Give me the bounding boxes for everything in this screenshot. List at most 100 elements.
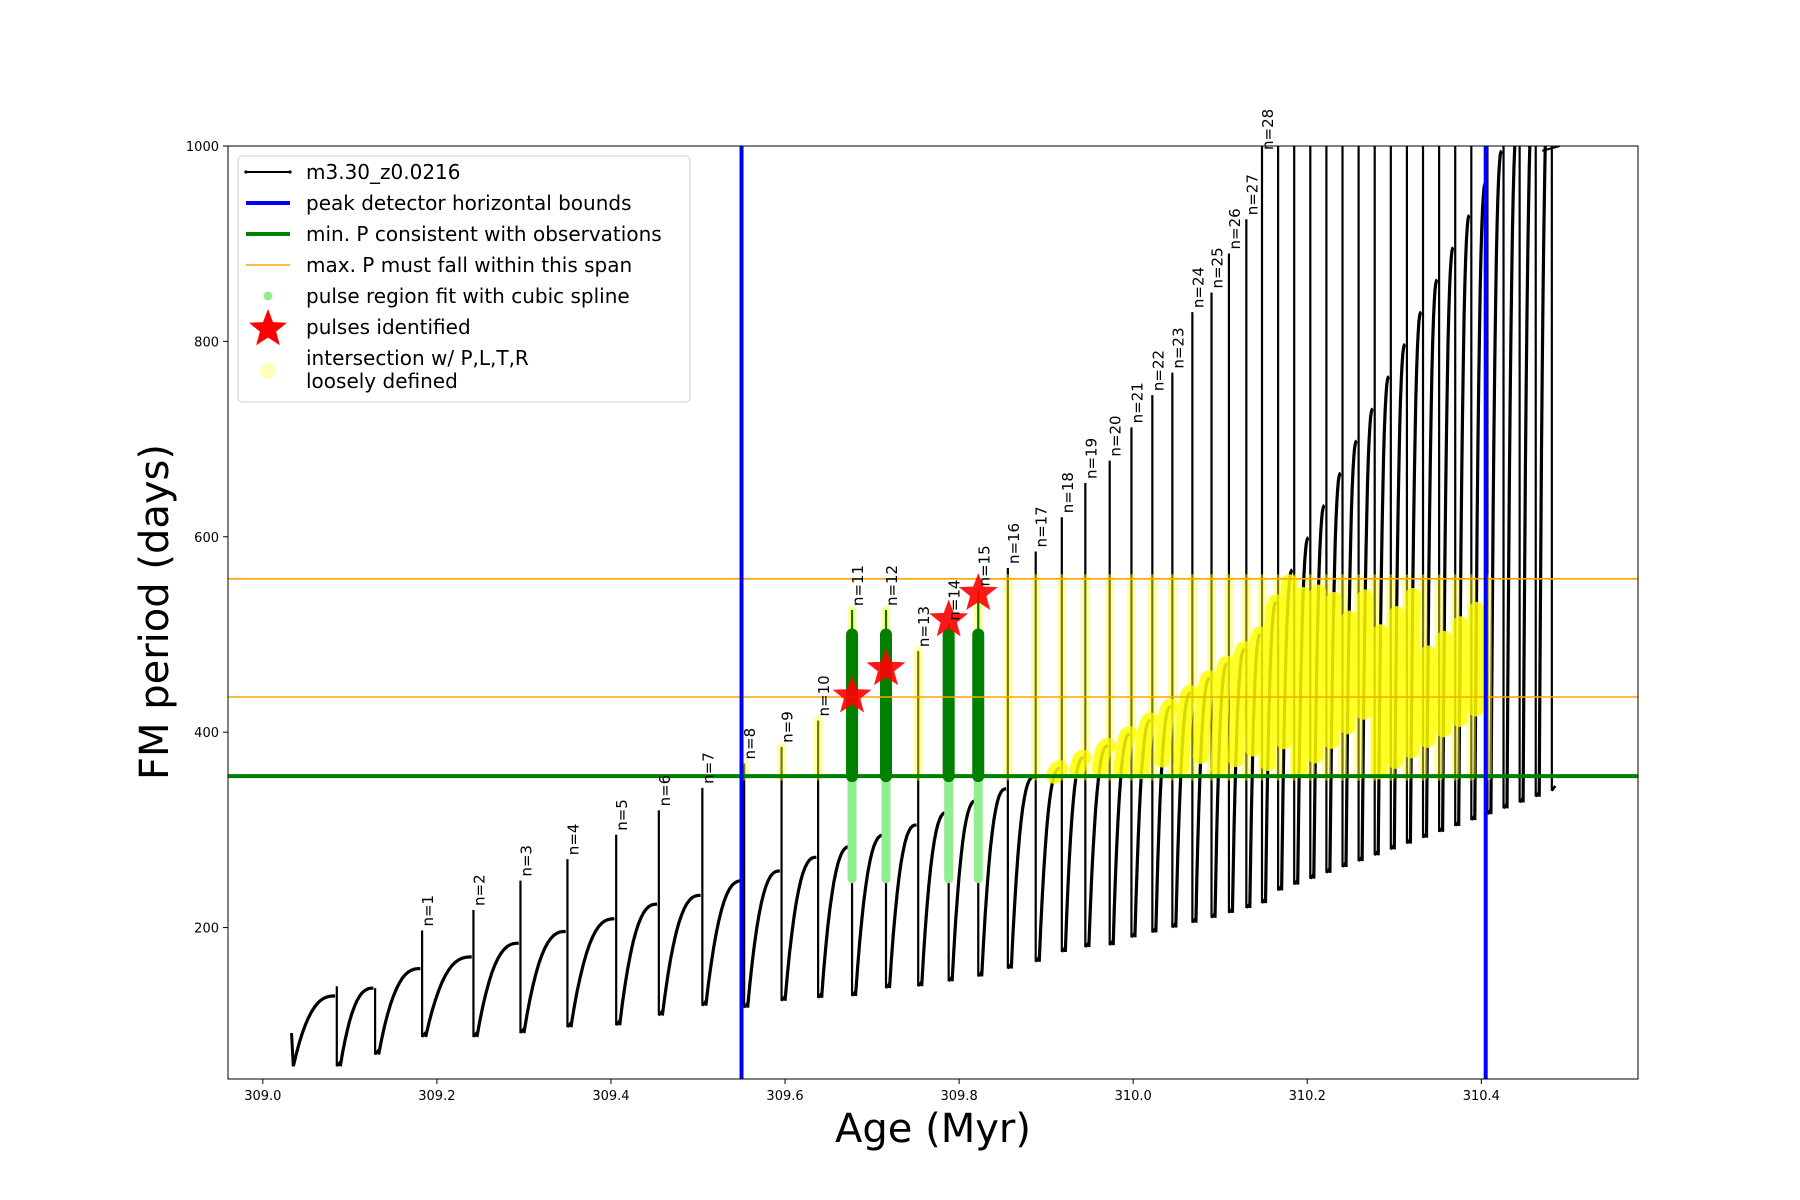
cycle-label: n=28 — [1259, 109, 1277, 150]
intersection-segment — [1323, 592, 1342, 749]
interpulse-segment — [783, 855, 817, 1001]
cycle-label: n=15 — [975, 545, 993, 586]
legend-swatch-dot — [263, 291, 273, 301]
x-tick-label: 309.2 — [418, 1089, 455, 1104]
interpulse-segment — [1489, 149, 1503, 815]
legend-label: pulse region fit with cubic spline — [306, 284, 630, 308]
cycle-label: n=23 — [1169, 327, 1187, 368]
intersection-segment — [1435, 630, 1453, 738]
y-tick-label: 400 — [194, 726, 219, 741]
interpulse-segment — [1457, 214, 1471, 827]
intersection-segment — [1355, 589, 1374, 720]
interpulse-segment — [338, 986, 374, 1067]
x-tick-label: 310.2 — [1289, 1089, 1326, 1104]
intersection-segment — [1371, 624, 1389, 780]
y-tick-label: 600 — [194, 531, 219, 546]
intersection-segment — [1339, 610, 1358, 735]
y-axis: 200 400 600 800 1000 — [186, 140, 228, 937]
intersection-segment — [1210, 655, 1236, 778]
pulse-dip — [1550, 785, 1557, 792]
pulse-star-marker — [866, 648, 906, 686]
legend-label: min. P consistent with observations — [306, 222, 662, 246]
intersection-segment — [1403, 588, 1421, 759]
interpulse-segment — [291, 994, 336, 1067]
interpulse-segment — [853, 833, 885, 997]
intersection-segment — [1387, 606, 1405, 769]
cycle-label: n=3 — [517, 845, 535, 877]
y-axis-label: FM period (days) — [132, 444, 178, 780]
intersection-segment — [1154, 698, 1179, 768]
cycle-label: n=12 — [883, 565, 901, 606]
legend-box — [237, 155, 691, 403]
intersection-segment — [1113, 726, 1138, 777]
cycle-label: n=19 — [1082, 438, 1100, 479]
x-tick-label: 309.0 — [244, 1089, 281, 1104]
y-tick-label: 800 — [194, 335, 219, 350]
legend-label-continued: loosely defined — [306, 369, 458, 393]
cycle-label: n=22 — [1149, 350, 1167, 391]
interpulse-segment — [1505, 146, 1517, 809]
intersection-segment — [1451, 616, 1469, 727]
cycle-labels: n=1 n=2 n=3 n=4 n=5 n=6 n=7 n=8 n=9 n=10 n=11 n=12 n… — [419, 109, 1277, 927]
interpulse-segment — [820, 844, 851, 999]
cycle-label: n=2 — [470, 874, 488, 906]
track-start — [290, 1033, 295, 1067]
cycle-label: n=17 — [1033, 506, 1051, 547]
cycle-label: n=9 — [779, 711, 797, 743]
x-tick-label: 310.0 — [1115, 1089, 1152, 1104]
intersection-segment — [1227, 641, 1253, 768]
x-tick-label: 309.4 — [592, 1089, 629, 1104]
cycle-label: n=8 — [741, 728, 759, 760]
pulse-star-marker — [832, 675, 872, 713]
intersection-segment — [1069, 749, 1092, 779]
intersection-segment — [1275, 574, 1298, 750]
plot-area — [228, 146, 1638, 1079]
interpulse-segment — [1009, 775, 1035, 969]
intersection-segment — [1133, 712, 1159, 780]
x-axis: 309.0 309.2 309.4 309.6 309.8 310.0 310.2 310.4 — [244, 1079, 1500, 1104]
cycle-label: n=21 — [1128, 382, 1146, 423]
intersection-segment — [1091, 737, 1116, 777]
legend-label: m3.30_z0.0216 — [306, 160, 461, 184]
legend-label: max. P must fall within this span — [306, 253, 632, 277]
interpulse-segment — [475, 941, 519, 1038]
cycle-label: n=6 — [656, 775, 674, 807]
legend-swatch-point — [288, 170, 292, 174]
cycle-label: n=26 — [1226, 208, 1244, 249]
legend-label: intersection w/ P,L,T,R — [306, 346, 529, 370]
interpulse-segment — [704, 879, 743, 1006]
cycle-label: n=11 — [849, 565, 867, 606]
legend-label: peak detector horizontal bounds — [306, 191, 632, 215]
axes-frame — [227, 145, 1639, 1080]
legend-swatch-circle — [260, 363, 276, 379]
pulse-star-marker — [958, 572, 998, 610]
pulse-star-marker — [929, 599, 969, 637]
x-axis-label: Age (Myr) — [835, 1106, 1031, 1152]
interpulse-segment — [1537, 146, 1547, 797]
legend-swatch-star — [249, 309, 287, 346]
interpulse-segment — [887, 823, 917, 989]
interpulse-segment — [746, 869, 780, 1008]
model-track-m3.30-z0.0216 — [290, 146, 1560, 1068]
interpulse-segment — [569, 917, 615, 1028]
interpulse-segment — [950, 799, 977, 982]
interpulse-segment — [1424, 278, 1439, 838]
interpulse-segment — [660, 893, 701, 1016]
cycle-label: n=25 — [1209, 247, 1227, 288]
x-tick-label: 310.4 — [1463, 1089, 1500, 1104]
interpulse-segment — [1521, 146, 1532, 803]
legend-swatch-point — [244, 170, 248, 174]
interpulse-segment — [920, 810, 948, 987]
intersection-segment — [1046, 760, 1069, 784]
interpulse-segment — [377, 967, 421, 1055]
intersection-segment — [1259, 594, 1285, 771]
cycle-label: n=20 — [1107, 415, 1125, 456]
intersection-region — [739, 574, 1492, 784]
y-tick-label: 1000 — [186, 140, 219, 155]
cycle-label: n=4 — [564, 824, 582, 856]
cycle-label: n=24 — [1189, 267, 1207, 308]
cycle-label: n=10 — [815, 675, 833, 716]
cycle-label: n=16 — [1005, 523, 1023, 564]
